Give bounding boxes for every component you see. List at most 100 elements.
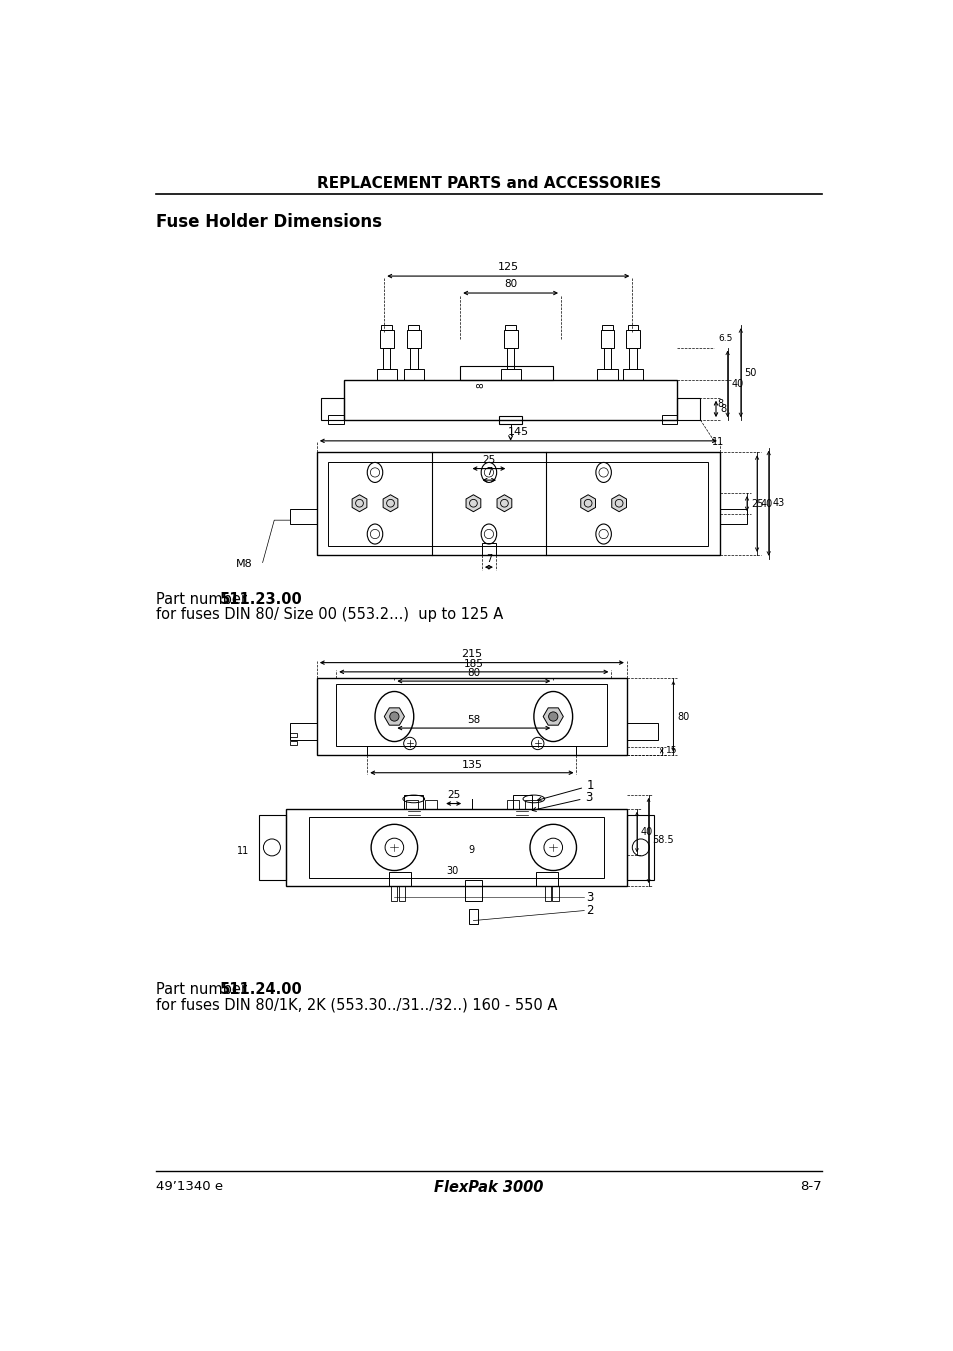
Bar <box>525 800 537 809</box>
Bar <box>258 815 286 880</box>
Bar <box>376 369 396 380</box>
Bar <box>290 742 297 744</box>
Bar <box>500 369 520 380</box>
Text: 8: 8 <box>476 382 485 388</box>
Bar <box>459 366 553 380</box>
Bar <box>601 326 612 330</box>
Text: 511.24.00: 511.24.00 <box>220 982 302 997</box>
Text: 7: 7 <box>486 467 492 477</box>
Bar <box>498 416 521 424</box>
Text: M8: M8 <box>235 559 252 569</box>
Bar <box>503 330 517 347</box>
Text: 43: 43 <box>772 499 784 508</box>
Bar <box>677 397 700 420</box>
Text: for fuses DIN 80/ Size 00 (553.2...)  up to 125 A: for fuses DIN 80/ Size 00 (553.2...) up … <box>155 607 502 623</box>
Text: 11: 11 <box>711 436 723 447</box>
Text: 185: 185 <box>463 659 483 669</box>
Bar <box>506 800 518 809</box>
Bar <box>382 347 390 369</box>
Bar <box>290 732 297 736</box>
Bar <box>406 330 420 347</box>
Bar <box>389 871 410 886</box>
Bar <box>406 800 418 809</box>
Text: 215: 215 <box>461 648 482 659</box>
Bar <box>468 909 477 924</box>
Bar <box>622 369 642 380</box>
Bar <box>391 886 397 901</box>
Text: 6.5: 6.5 <box>718 334 732 343</box>
Bar <box>286 809 626 886</box>
Text: 8: 8 <box>720 404 726 413</box>
Bar <box>404 794 422 809</box>
Text: 9: 9 <box>468 844 475 855</box>
Bar <box>626 815 654 880</box>
Circle shape <box>548 712 558 721</box>
Bar <box>603 347 611 369</box>
Bar <box>424 800 436 809</box>
Bar <box>379 330 394 347</box>
Bar <box>398 886 405 901</box>
Text: 25: 25 <box>447 790 459 800</box>
Polygon shape <box>497 494 511 512</box>
Bar <box>320 397 344 420</box>
Bar <box>720 508 746 524</box>
Bar <box>597 369 617 380</box>
Text: 58.5: 58.5 <box>652 835 674 846</box>
Text: 30: 30 <box>446 866 458 875</box>
Text: 50: 50 <box>744 367 757 378</box>
Text: 7: 7 <box>485 554 492 565</box>
Text: REPLACEMENT PARTS and ACCESSORIES: REPLACEMENT PARTS and ACCESSORIES <box>316 176 660 192</box>
Bar <box>367 746 576 755</box>
Bar <box>410 347 417 369</box>
Text: Part number: Part number <box>155 592 251 607</box>
Bar <box>328 462 707 546</box>
Text: 2: 2 <box>586 904 594 917</box>
Bar <box>309 816 603 878</box>
Bar <box>403 369 423 380</box>
Bar <box>599 330 614 347</box>
Text: 49’1340 e: 49’1340 e <box>155 1179 223 1193</box>
Text: 80: 80 <box>467 667 480 678</box>
Polygon shape <box>611 494 626 512</box>
Text: 125: 125 <box>497 262 518 273</box>
Text: 25: 25 <box>750 499 762 508</box>
Text: for fuses DIN 80/1K, 2K (553.30../31../32..) 160 - 550 A: for fuses DIN 80/1K, 2K (553.30../31../3… <box>155 997 557 1012</box>
Text: 8: 8 <box>717 399 723 409</box>
Bar <box>316 678 626 755</box>
Text: 25: 25 <box>482 455 495 465</box>
Bar <box>481 543 496 555</box>
Bar <box>290 508 316 524</box>
Text: 11: 11 <box>237 846 249 857</box>
Text: Fuse Holder Dimensions: Fuse Holder Dimensions <box>155 213 381 231</box>
Bar <box>506 347 514 369</box>
Bar <box>536 871 558 886</box>
Bar <box>505 326 516 330</box>
Text: FlexPak 3000: FlexPak 3000 <box>434 1179 543 1196</box>
Polygon shape <box>466 494 480 512</box>
Text: 80: 80 <box>503 280 517 289</box>
Text: 3: 3 <box>586 890 594 904</box>
Text: 1: 1 <box>586 780 594 792</box>
Text: Part number: Part number <box>155 982 251 997</box>
Bar <box>513 794 531 809</box>
Polygon shape <box>542 708 562 725</box>
Bar <box>626 723 658 739</box>
Text: 40: 40 <box>731 378 743 389</box>
Bar <box>316 453 720 555</box>
Bar <box>464 880 481 901</box>
Text: 3: 3 <box>584 790 592 804</box>
Text: 40: 40 <box>640 827 653 838</box>
Bar <box>629 347 637 369</box>
Polygon shape <box>384 708 404 725</box>
Text: 511.23.00: 511.23.00 <box>220 592 302 607</box>
Text: 40: 40 <box>760 499 772 508</box>
Bar <box>627 326 638 330</box>
Bar <box>344 380 677 420</box>
Bar <box>552 886 558 901</box>
Polygon shape <box>580 494 595 512</box>
Text: 8-7: 8-7 <box>800 1179 821 1193</box>
Bar <box>381 326 392 330</box>
Bar <box>290 723 316 739</box>
Bar <box>661 415 677 424</box>
Bar <box>408 326 418 330</box>
